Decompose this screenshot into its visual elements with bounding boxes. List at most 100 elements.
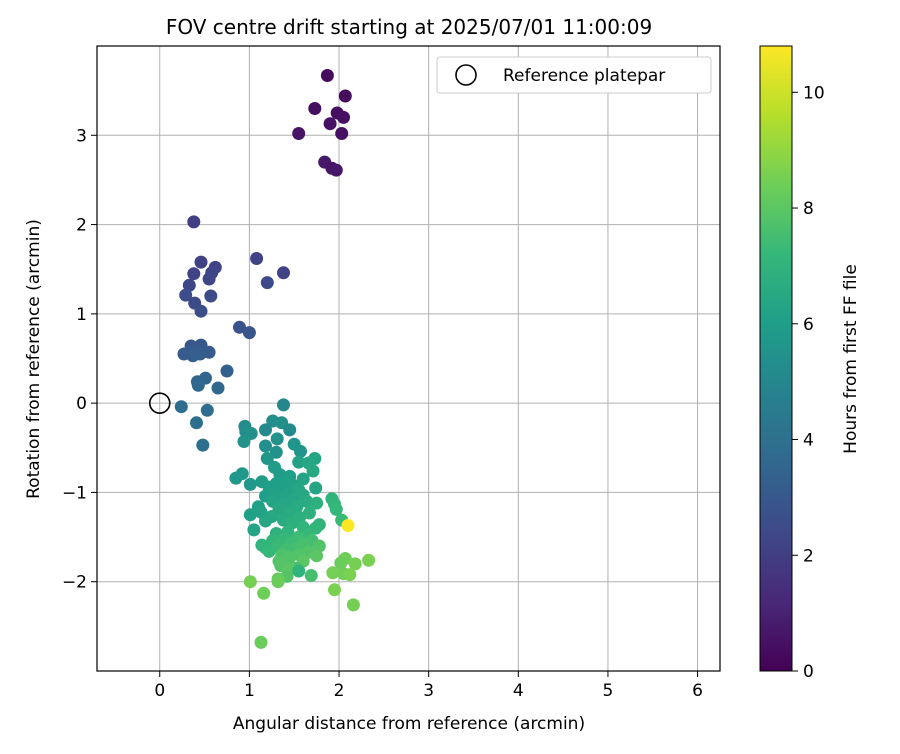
x-tick-label: 2	[334, 681, 345, 701]
data-point	[194, 255, 208, 269]
data-point	[335, 127, 349, 140]
data-point	[233, 320, 246, 334]
data-point	[259, 423, 272, 437]
y-axis-label: Rotation from reference (arcmin)	[24, 219, 44, 499]
colorbar-tick-label: 8	[803, 199, 814, 219]
data-point	[229, 471, 243, 485]
data-point	[334, 556, 348, 570]
data-point	[306, 464, 320, 478]
grid-lines	[97, 46, 720, 671]
data-point	[323, 117, 337, 131]
colorbar	[759, 45, 793, 672]
data-point	[312, 539, 326, 553]
data-point	[320, 69, 334, 82]
data-point	[302, 506, 316, 520]
data-point	[187, 215, 201, 229]
data-point	[329, 163, 343, 177]
data-point	[310, 549, 324, 563]
data-point	[194, 304, 208, 318]
data-point	[260, 276, 274, 290]
data-point	[187, 267, 201, 281]
data-point	[362, 553, 376, 567]
data-point	[250, 252, 264, 265]
x-tick-label: 6	[692, 681, 703, 701]
y-tick-label: −1	[62, 483, 87, 503]
y-tick-label: −2	[62, 573, 87, 593]
data-point	[243, 477, 257, 491]
x-axis-label: Angular distance from reference (arcmin)	[233, 714, 585, 734]
data-point	[338, 89, 352, 103]
colorbar-tick-label: 10	[803, 83, 825, 103]
data-point	[292, 564, 306, 578]
data-point	[348, 557, 362, 571]
data-point	[202, 272, 216, 286]
data-point	[341, 519, 355, 532]
data-point	[259, 514, 272, 528]
data-point	[283, 423, 297, 437]
colorbar-tick-label: 0	[803, 662, 814, 682]
y-tick-label: 1	[76, 305, 87, 325]
data-point	[294, 444, 307, 458]
data-point	[204, 289, 218, 303]
chart-title: FOV centre drift starting at 2025/07/01 …	[166, 15, 652, 39]
legend-reference-label: Reference platepar	[503, 66, 665, 86]
y-axis-ticks: −2 −1 0 1 2 3	[62, 126, 97, 593]
data-point	[292, 455, 306, 469]
data-point	[304, 569, 318, 582]
data-point	[260, 452, 274, 465]
data-point	[200, 403, 214, 417]
data-point	[328, 583, 341, 597]
data-point	[326, 566, 340, 580]
data-point	[243, 575, 257, 589]
data-point	[310, 496, 324, 510]
data-point	[259, 439, 272, 453]
y-tick-label: 3	[76, 126, 87, 146]
data-point	[292, 127, 306, 140]
data-point	[343, 568, 357, 582]
data-point	[277, 398, 290, 412]
reference-platepar-marker	[148, 392, 171, 414]
data-point	[346, 598, 360, 612]
data-point	[247, 523, 261, 537]
data-point	[337, 110, 350, 124]
data-point	[211, 381, 225, 395]
data-point	[242, 326, 256, 340]
colorbar-label: Hours from first FF file	[841, 264, 861, 454]
legend: Reference platepar	[436, 56, 712, 94]
colorbar-tick-label: 2	[803, 546, 814, 566]
y-tick-label: 2	[76, 216, 87, 236]
data-point	[270, 432, 284, 446]
data-point	[220, 364, 234, 378]
data-point	[254, 635, 268, 649]
data-point	[174, 400, 188, 414]
x-tick-label: 5	[603, 681, 614, 701]
data-point	[308, 102, 322, 115]
data-point	[262, 544, 276, 558]
y-tick-label: 0	[76, 394, 87, 414]
x-tick-label: 1	[244, 681, 255, 701]
legend-box	[436, 56, 712, 94]
data-point	[300, 494, 314, 508]
data-point	[182, 278, 196, 292]
data-point	[296, 472, 310, 486]
data-point	[257, 586, 271, 600]
data-point	[237, 435, 251, 448]
x-tick-label: 4	[513, 681, 524, 701]
data-point	[309, 481, 323, 495]
data-point	[271, 575, 285, 589]
colorbar-tick-label: 4	[803, 431, 814, 451]
x-tick-label: 0	[154, 681, 165, 701]
colorbar-ticks: 0 2 4 6 8 10	[792, 83, 825, 682]
x-axis-ticks: 0 1 2 3 4 5 6	[154, 671, 703, 701]
legend-reference-marker	[455, 64, 477, 86]
data-point	[277, 266, 290, 280]
data-point	[243, 508, 257, 522]
data-point	[191, 378, 205, 392]
x-tick-label: 3	[423, 681, 434, 701]
data-point	[196, 438, 210, 452]
data-point	[329, 502, 343, 516]
data-point	[283, 551, 297, 565]
plot-frame	[96, 45, 721, 672]
